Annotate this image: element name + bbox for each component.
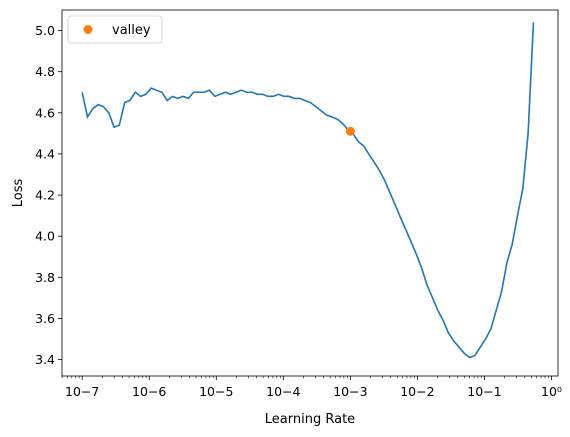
y-tick-label: 4.0	[35, 229, 55, 244]
x-tick-label: 10−4	[266, 384, 300, 399]
x-tick-label: 10−5	[199, 384, 233, 399]
legend-box	[67, 15, 163, 44]
y-tick-label: 4.2	[35, 188, 55, 203]
legend-valley-label: valley	[112, 23, 151, 38]
y-tick-label: 4.6	[35, 105, 55, 120]
valley-marker	[345, 126, 355, 136]
plot-background	[62, 10, 558, 376]
y-axis-ticks: 3.4 3.6 3.8 4.0 4.2 4.4 4.6 4.8 5.0	[35, 23, 62, 367]
x-tick-label: 10−6	[132, 384, 166, 399]
y-tick-label: 3.4	[35, 352, 55, 367]
x-tick-label: 10−7	[65, 384, 99, 399]
y-tick-label: 5.0	[35, 23, 55, 38]
y-axis-title: Loss	[11, 179, 26, 208]
x-tick-label: 10−3	[333, 384, 367, 399]
x-axis-title: Learning Rate	[265, 412, 355, 427]
y-tick-label: 4.4	[35, 146, 55, 161]
x-tick-label: 10−1	[467, 384, 501, 399]
y-tick-label: 4.8	[35, 64, 55, 79]
plot-frame	[61, 9, 559, 377]
x-axis-ticks: 10−7 10−6 10−5 10−4 10−3 10−2 10−1 10⁰	[65, 376, 562, 399]
x-tick-label: 10−2	[400, 384, 434, 399]
loss-series-line	[81, 22, 535, 359]
x-tick-label: 10⁰	[541, 384, 562, 399]
legend-valley-dot	[83, 25, 93, 34]
legend: valley	[67, 15, 163, 44]
y-tick-label: 3.8	[35, 270, 55, 285]
y-tick-label: 3.6	[35, 311, 55, 326]
